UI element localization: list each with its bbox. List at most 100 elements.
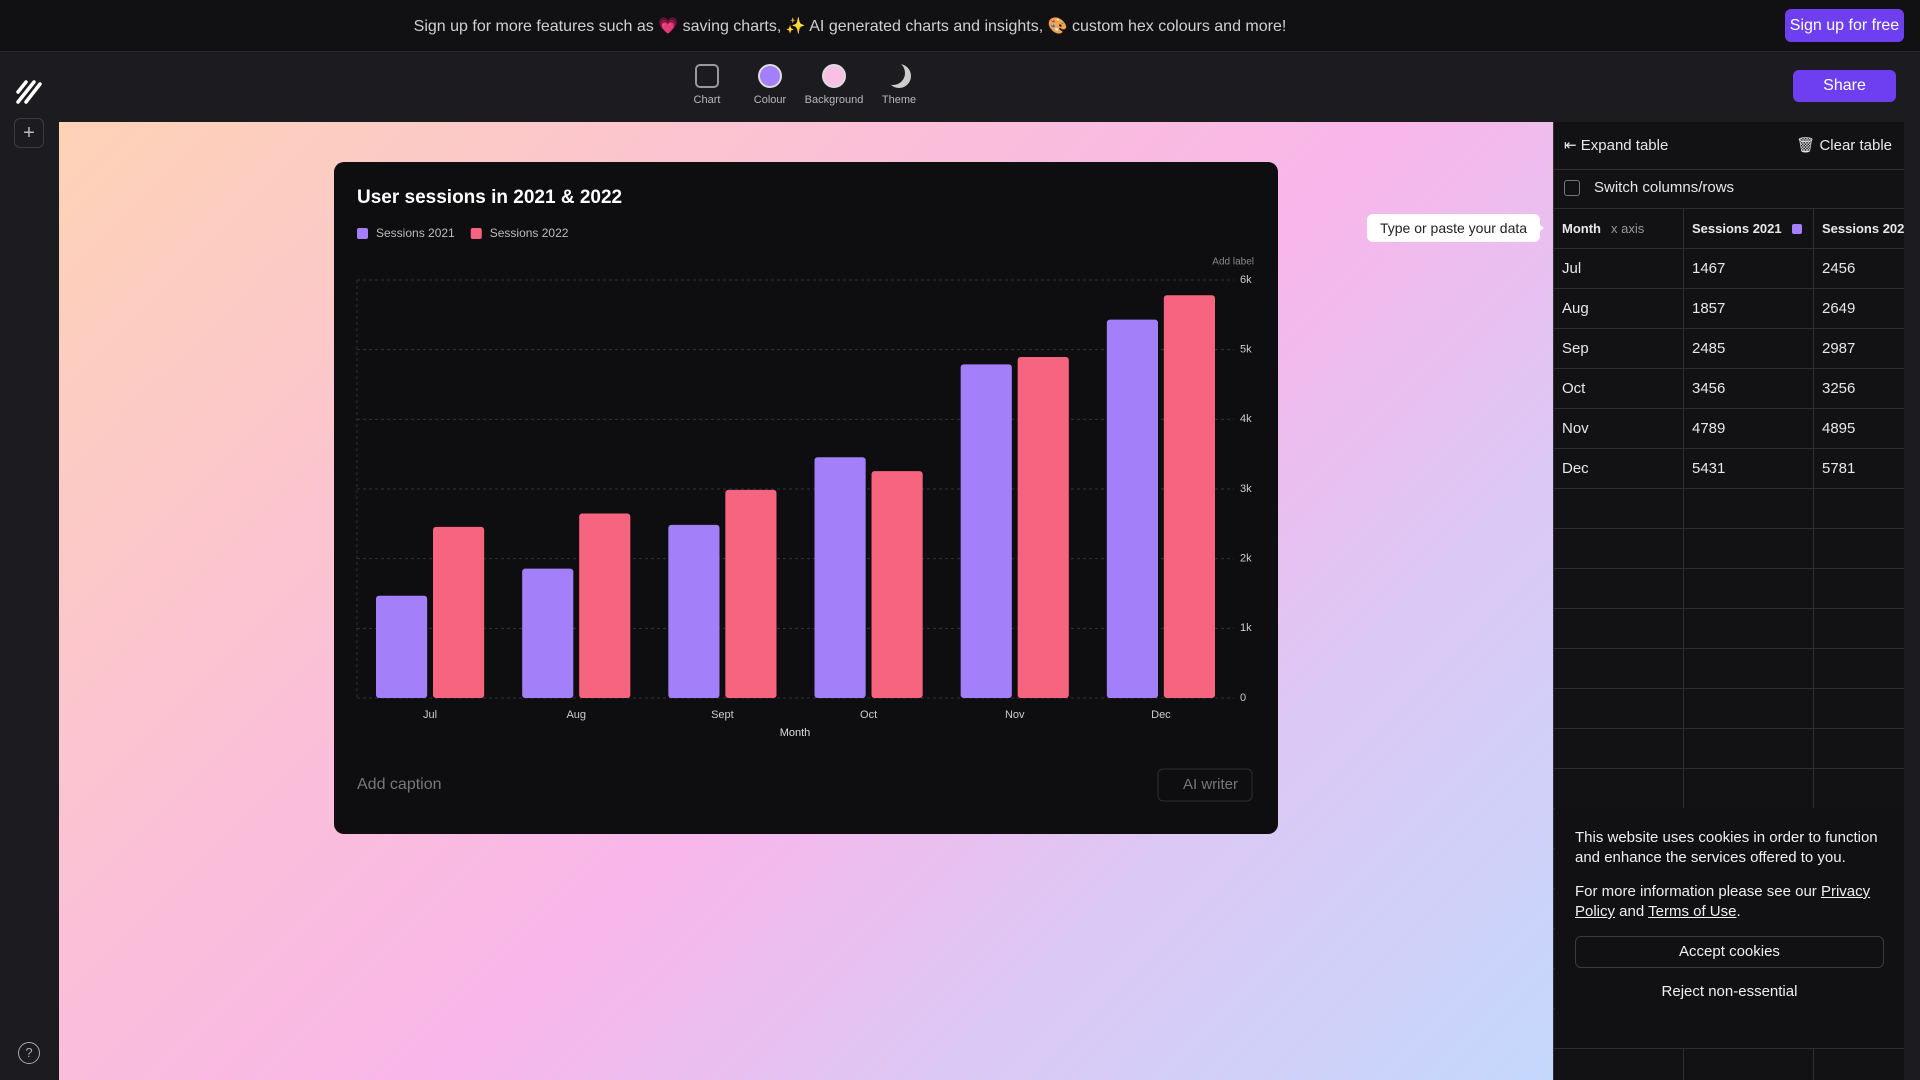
table-header[interactable]: Sessions 2022: [1814, 209, 1904, 249]
tool-colour[interactable]: Colour: [735, 64, 805, 106]
tool-chart[interactable]: Chart: [672, 64, 742, 106]
switch-checkbox[interactable]: [1564, 180, 1580, 196]
tooltip-arrow: [1536, 222, 1544, 234]
x-tick-label: Dec: [1151, 709, 1171, 721]
table-cell-empty[interactable]: [1684, 569, 1814, 609]
add-button[interactable]: +: [14, 118, 44, 148]
axis-tag: x axis: [1610, 221, 1645, 236]
banner: Sign up for more features such as 💗 savi…: [0, 0, 1920, 52]
caption[interactable]: Add caption: [357, 776, 442, 793]
y-tick-label: 3k: [1240, 483, 1252, 495]
table-cell-empty[interactable]: [1814, 1009, 1904, 1049]
table-cell-empty[interactable]: [1554, 1049, 1684, 1080]
cookie-banner: This website uses cookies in order to fu…: [1555, 808, 1904, 1048]
ai-button[interactable]: [1157, 768, 1253, 802]
table-cell-empty[interactable]: [1684, 649, 1814, 689]
table-cell[interactable]: 2987: [1814, 329, 1904, 369]
terms-link[interactable]: Terms of Use: [1648, 903, 1737, 920]
reject-button[interactable]: Reject non-essential: [1661, 983, 1798, 1000]
table-cell-empty[interactable]: [1684, 769, 1814, 809]
help-button[interactable]: ?: [18, 1042, 40, 1064]
table-cell-empty[interactable]: [1814, 569, 1904, 609]
banner-text: Sign up for more features such as 💗 savi…: [413, 18, 1287, 35]
bar: [1017, 356, 1069, 698]
signup-button[interactable]: Sign up for free: [1785, 9, 1904, 42]
legend-swatch: [470, 228, 482, 239]
bar: [1163, 295, 1215, 698]
ai-button-label: AI writer: [1183, 776, 1238, 793]
tool-label: Background: [804, 94, 864, 106]
table-cell-empty[interactable]: [1554, 769, 1684, 809]
text: .: [1736, 903, 1741, 920]
privacy-link[interactable]: Privacy Policy: [1575, 883, 1871, 920]
data-grid: Month x axis Sessions 2021 Sessions 2022 Jul…: [1554, 208, 1904, 1080]
bar: [725, 489, 777, 698]
header-text: Sessions 2022: [1822, 221, 1904, 236]
annotation: Add label: [1212, 257, 1254, 268]
table-header[interactable]: Sessions 2021: [1684, 209, 1814, 249]
table-cell-empty[interactable]: [1814, 689, 1904, 729]
table-cell[interactable]: 3456: [1684, 369, 1814, 409]
table-cell-empty[interactable]: [1684, 729, 1814, 769]
table-cell[interactable]: 4895: [1814, 409, 1904, 449]
table-cell-empty[interactable]: [1684, 529, 1814, 569]
x-tick-label: Aug: [566, 709, 586, 721]
table-cell-empty[interactable]: [1554, 609, 1684, 649]
table-cell[interactable]: 2485: [1684, 329, 1814, 369]
table-cell-empty[interactable]: [1684, 489, 1814, 529]
tool-label: Colour: [753, 94, 787, 106]
y-tick-label: 1k: [1240, 622, 1252, 634]
bar: [522, 568, 574, 698]
table-cell-empty[interactable]: [1554, 489, 1684, 529]
table-cell-empty[interactable]: [1684, 689, 1814, 729]
x-tick-label: Nov: [1005, 709, 1025, 721]
table-cell[interactable]: Aug: [1554, 289, 1684, 329]
share-button[interactable]: Share: [1793, 70, 1896, 102]
table-cell[interactable]: 5431: [1684, 449, 1814, 489]
table-cell[interactable]: 1857: [1684, 289, 1814, 329]
table-cell-empty[interactable]: [1554, 729, 1684, 769]
header-text: Month: [1562, 221, 1601, 236]
table-cell-empty[interactable]: [1554, 649, 1684, 689]
table-cell-empty[interactable]: [1814, 649, 1904, 689]
tooltip: Type or paste your data: [1367, 214, 1540, 242]
bar: [433, 526, 485, 698]
tool-background[interactable]: Background: [799, 64, 869, 106]
table-cell-empty[interactable]: [1814, 609, 1904, 649]
bar: [668, 524, 720, 698]
table-cell-empty[interactable]: [1554, 689, 1684, 729]
clear-table[interactable]: 🗑 Clear table: [1796, 137, 1892, 154]
table-cell-empty[interactable]: [1554, 569, 1684, 609]
accept-button[interactable]: Accept cookies: [1575, 936, 1884, 968]
table-cell-empty[interactable]: [1814, 1049, 1904, 1080]
tool-theme[interactable]: Theme: [864, 64, 934, 106]
table-cell[interactable]: Oct: [1554, 369, 1684, 409]
x-tick-label: Jul: [423, 709, 437, 721]
table-header[interactable]: Month x axis: [1554, 209, 1684, 249]
table-cell[interactable]: 2649: [1814, 289, 1904, 329]
table-cell-empty[interactable]: [1684, 609, 1814, 649]
table-cell-empty[interactable]: [1684, 1049, 1814, 1080]
table-cell[interactable]: 1467: [1684, 249, 1814, 289]
table-cell[interactable]: 4789: [1684, 409, 1814, 449]
table-cell[interactable]: Dec: [1554, 449, 1684, 489]
table-cell-empty[interactable]: [1814, 729, 1904, 769]
table-cell[interactable]: 3256: [1814, 369, 1904, 409]
table-cell-empty[interactable]: [1814, 489, 1904, 529]
tool-label: Theme: [881, 94, 917, 106]
table-cell[interactable]: 2456: [1814, 249, 1904, 289]
table-cell[interactable]: Jul: [1554, 249, 1684, 289]
table-cell-empty[interactable]: [1814, 769, 1904, 809]
header-text: Sessions 2021: [1692, 221, 1782, 236]
table-cell-empty[interactable]: [1814, 529, 1904, 569]
text: and: [1615, 903, 1649, 920]
color-swatch[interactable]: [1791, 223, 1802, 234]
table-cell[interactable]: Nov: [1554, 409, 1684, 449]
table-cell[interactable]: Sep: [1554, 329, 1684, 369]
table-cell-empty[interactable]: [1554, 529, 1684, 569]
table-cell[interactable]: 5781: [1814, 449, 1904, 489]
chart-card: User sessions in 2021 & 2022 Add label M…: [334, 162, 1278, 834]
cookie-more: For more information please see our Priv…: [1575, 882, 1884, 922]
y-tick-label: 6k: [1240, 274, 1252, 286]
expand-table[interactable]: ⇤ Expand table: [1564, 137, 1669, 154]
